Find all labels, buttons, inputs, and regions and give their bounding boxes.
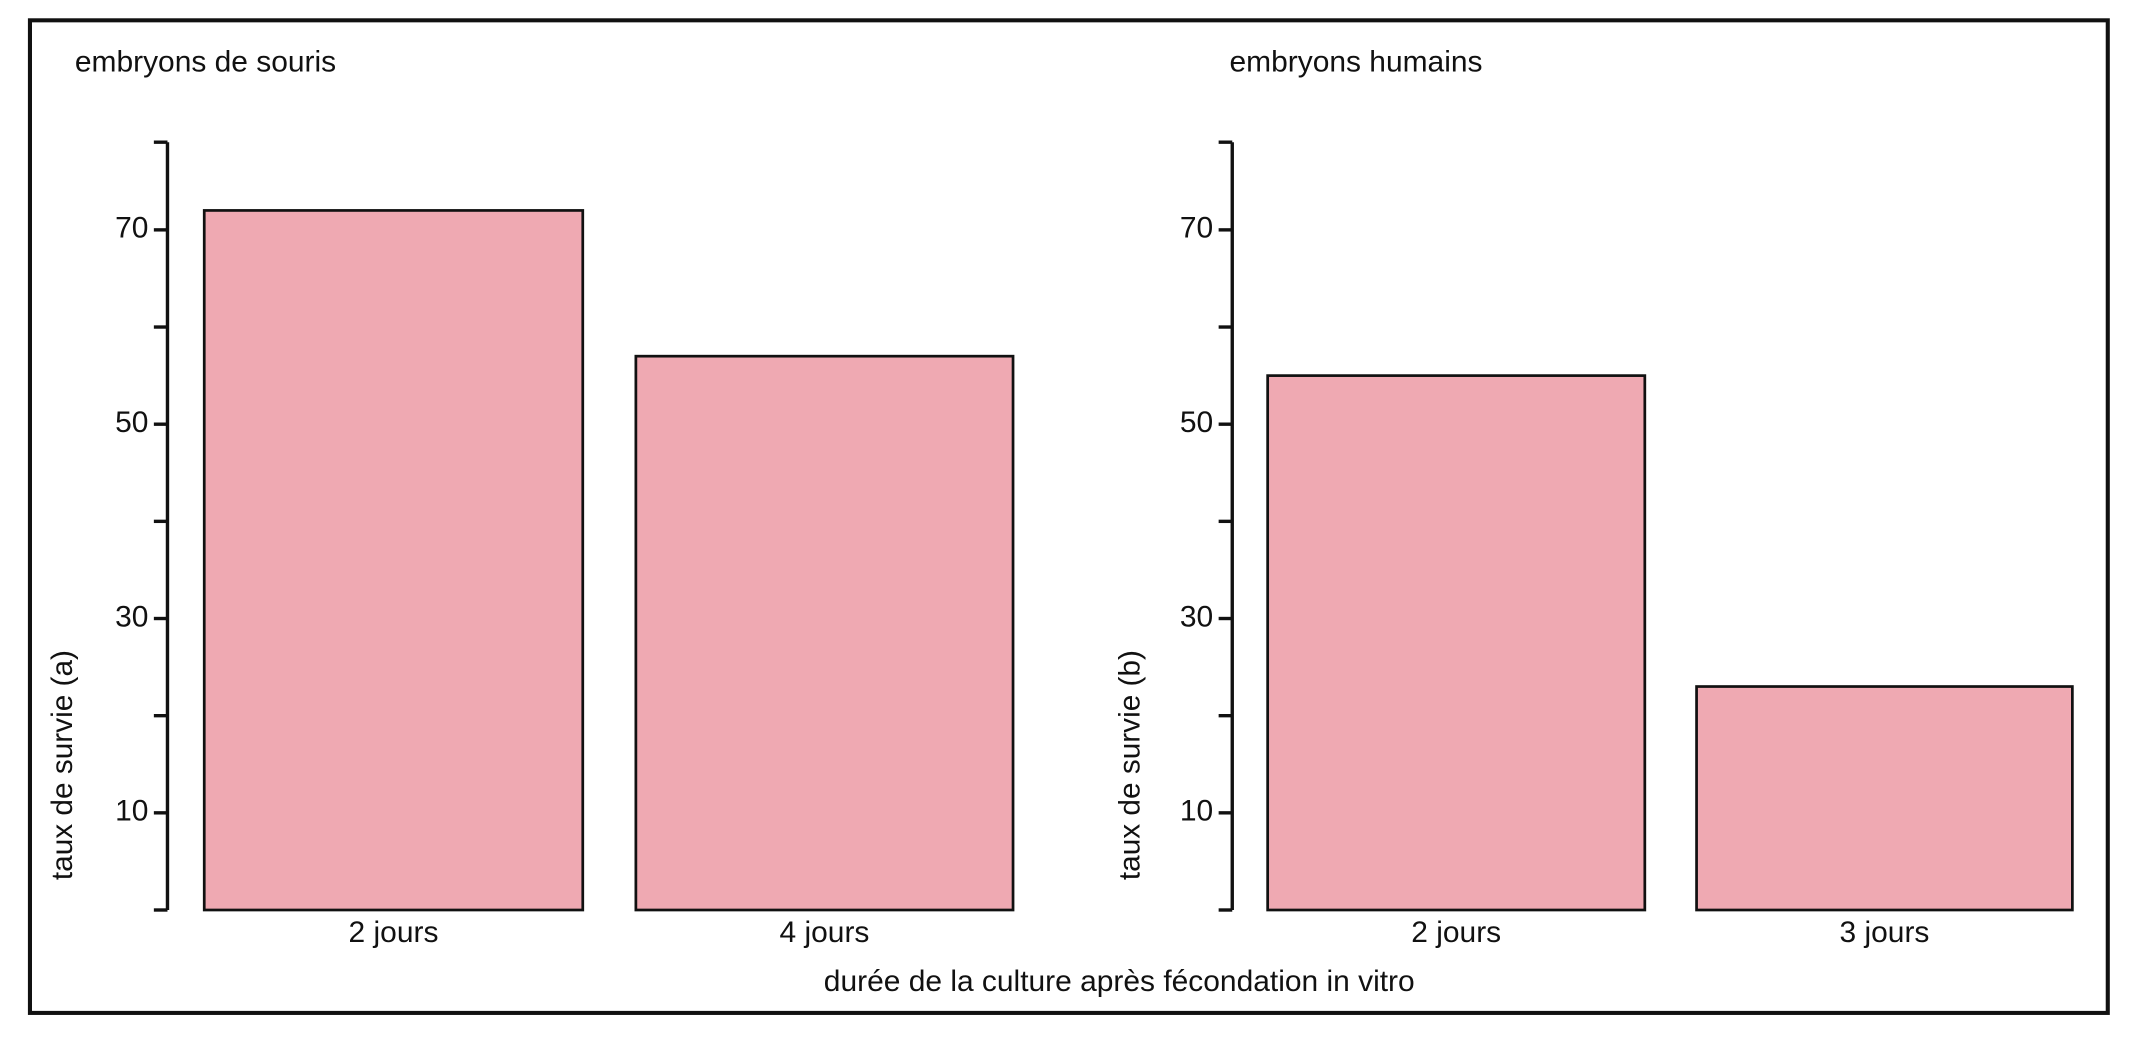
y-tick-label: 30 <box>115 600 148 633</box>
y-tick-label: 70 <box>1180 212 1213 245</box>
x-axis-label: durée de la culture après fécondation in… <box>824 965 1415 998</box>
x-tick-label: 3 jours <box>1840 916 1930 949</box>
y-tick-label: 10 <box>1180 795 1213 828</box>
x-tick-label: 4 jours <box>780 916 870 949</box>
y-tick-label: 50 <box>115 406 148 439</box>
chart-title: embryons humains <box>1230 46 1483 79</box>
frame <box>27 18 2110 1015</box>
y-tick-label: 10 <box>115 795 148 828</box>
bar <box>202 209 585 912</box>
y-tick-label: 50 <box>1180 406 1213 439</box>
x-tick-label: 2 jours <box>349 916 439 949</box>
x-tick-label: 2 jours <box>1411 916 1501 949</box>
bar <box>1266 374 1647 912</box>
bar <box>1695 685 2074 912</box>
y-tick-label: 70 <box>115 212 148 245</box>
y-tick-label: 30 <box>1180 600 1213 633</box>
y-axis-label: taux de survie (a) <box>46 650 79 880</box>
bar <box>634 354 1015 912</box>
chart-title: embryons de souris <box>75 46 336 79</box>
y-axis-label: taux de survie (b) <box>1113 650 1146 880</box>
